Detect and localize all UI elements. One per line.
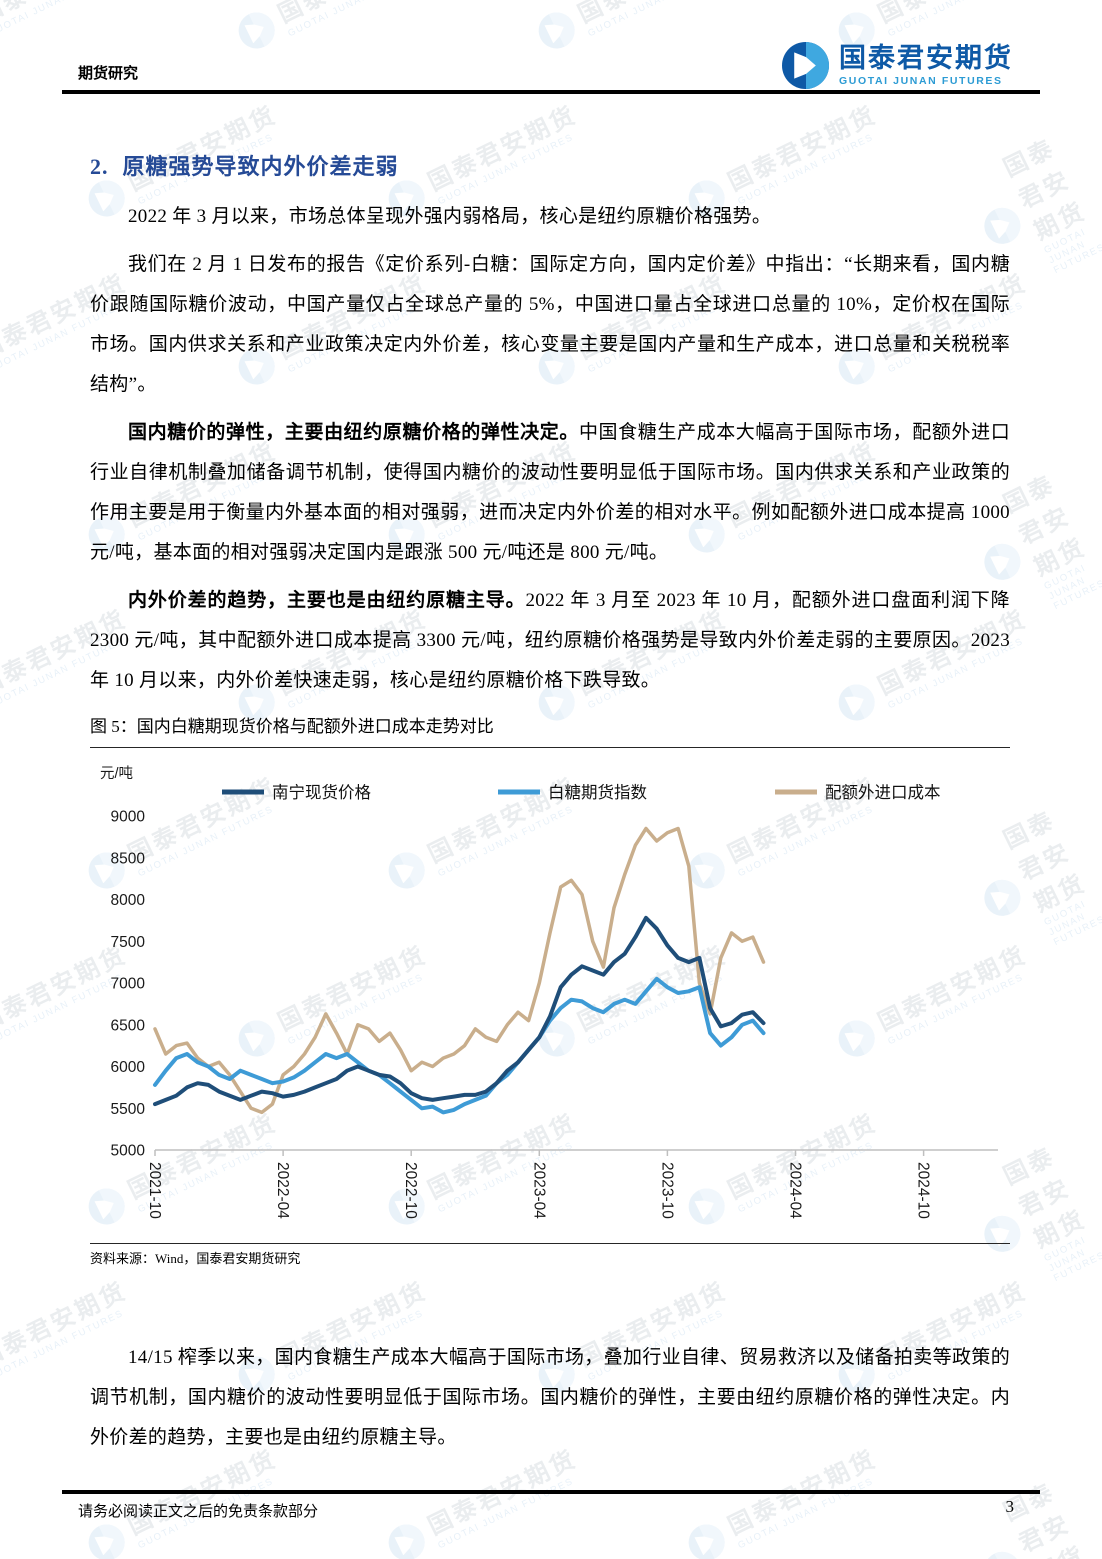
y-tick-label: 5000 <box>111 1143 146 1160</box>
y-tick-label: 7500 <box>111 934 146 951</box>
watermark-logo-icon <box>82 1518 131 1559</box>
paragraph-5: 14/15 榨季以来，国内食糖生产成本大幅高于国际市场，叠加行业自律、贸易救济以… <box>90 1347 1010 1448</box>
x-tick-label: 2021-10 <box>146 1162 163 1219</box>
figure-caption: 图 5：国内白糖期现货价格与配额外进口成本走势对比 <box>90 715 1010 748</box>
footer-disclaimer: 请务必阅读正文之后的免责条款部分 <box>78 1504 319 1520</box>
y-tick-label: 8500 <box>111 850 146 867</box>
paragraph-1: 2022 年 3 月以来，市场总体呈现外强内弱格局，核心是纽约原糖价格强势。 <box>128 206 772 227</box>
watermark-logo-icon <box>532 6 581 55</box>
figure-source: 资料来源：Wind，国泰君安期货研究 <box>90 1243 1010 1268</box>
paragraph-4: 内外价差的趋势，主要也是由纽约原糖主导。2022 年 3 月至 2023 年 1… <box>90 590 1010 691</box>
legend-item: 配额外进口成本 <box>775 783 941 802</box>
page-number: 3 <box>1005 1497 1015 1516</box>
section-title: 2. 原糖强势导致内外价差走弱 <box>90 150 1010 183</box>
legend-item: 白糖期货指数 <box>498 783 648 802</box>
svg-text:配额外进口成本: 配额外进口成本 <box>825 783 941 802</box>
x-tick-label: 2022-10 <box>402 1162 419 1219</box>
y-tick-label: 7000 <box>111 976 146 993</box>
svg-text:白糖期货指数: 白糖期货指数 <box>548 783 648 802</box>
y-tick-label: 9000 <box>111 809 146 826</box>
y-tick-label: 5500 <box>111 1101 146 1118</box>
x-tick-label: 2022-04 <box>274 1162 291 1219</box>
series-line <box>153 826 766 1115</box>
watermark-logo-icon <box>682 1518 731 1559</box>
brand-name-cn: 国泰君安期货 <box>839 42 1013 73</box>
legend-item: 南宁现货价格 <box>222 783 372 802</box>
series-line <box>153 976 766 1115</box>
x-tick-label: 2024-10 <box>915 1162 932 1219</box>
y-tick-label: 6500 <box>111 1017 146 1034</box>
section-number: 2. <box>90 154 109 179</box>
y-tick-label: 8000 <box>111 892 146 909</box>
x-tick-label: 2023-10 <box>658 1162 675 1219</box>
brand-logo-text: 国泰君安期货 GUOTAI JUNAN FUTURES <box>839 42 1013 87</box>
header-section-label: 期货研究 <box>78 66 139 82</box>
brand-logo: 国泰君安期货 GUOTAI JUNAN FUTURES <box>782 42 1013 89</box>
section-title-text: 原糖强势导致内外价差走弱 <box>122 154 399 179</box>
series-line <box>153 915 766 1107</box>
x-tick-label: 2023-04 <box>530 1162 547 1219</box>
y-axis-unit: 元/吨 <box>100 765 133 782</box>
paragraph-3: 国内糖价的弹性，主要由纽约原糖价格的弹性决定。中国食糖生产成本大幅高于国际市场，… <box>90 422 1010 563</box>
report-body: 2. 原糖强势导致内外价差走弱 2022 年 3 月以来，市场总体呈现外强内弱格局… <box>90 150 1010 1466</box>
paragraph-2: 我们在 2 月 1 日发布的报告《定价系列-白糖：国际定方向，国内定价差》中指出… <box>90 254 1010 395</box>
watermark-logo-icon <box>232 6 281 55</box>
figure-5: 图 5：国内白糖期现货价格与配额外进口成本走势对比 元/吨南宁现货价格 白糖期货指… <box>90 715 1010 1268</box>
watermark-logo-icon <box>382 1518 431 1559</box>
brand-name-en: GUOTAI JUNAN FUTURES <box>839 74 1003 87</box>
y-tick-label: 6000 <box>111 1059 146 1076</box>
x-tick-label: 2024-04 <box>787 1162 804 1219</box>
header-rule <box>62 90 1040 94</box>
brand-logo-icon <box>782 42 829 89</box>
watermark-logo-icon <box>978 1545 1027 1559</box>
svg-text:南宁现货价格: 南宁现货价格 <box>272 783 372 802</box>
footer-rule <box>62 1490 1040 1494</box>
